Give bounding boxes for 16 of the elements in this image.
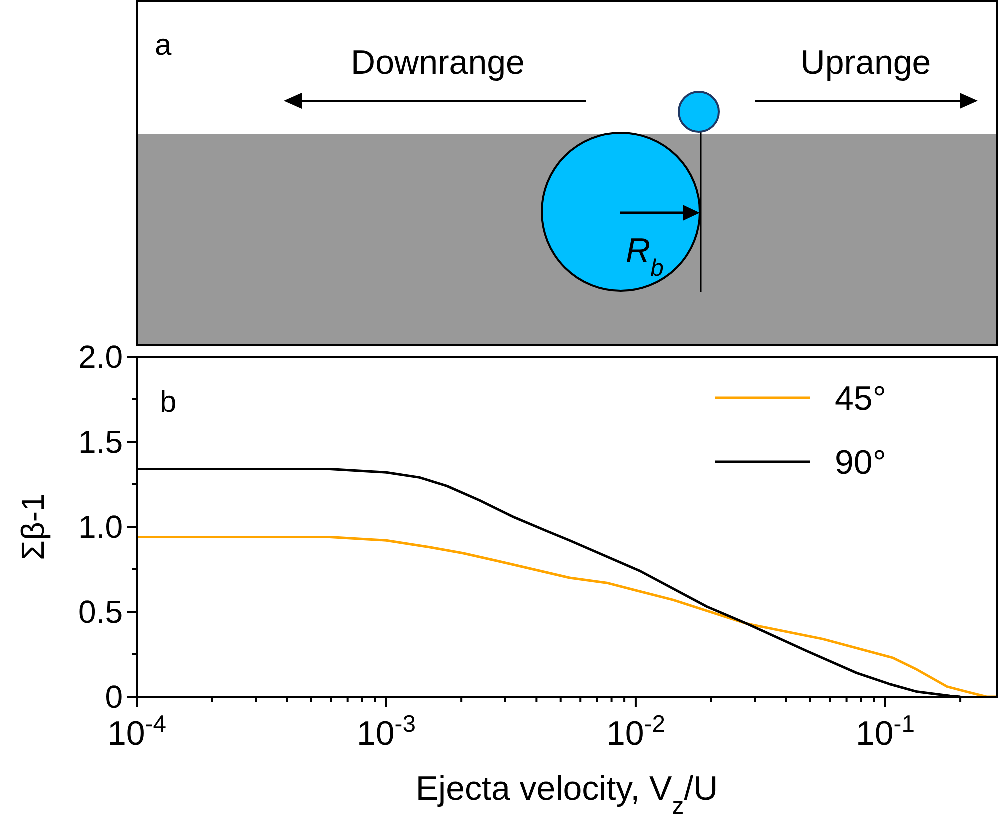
y-tick-label: 0.5	[78, 594, 123, 630]
legend-label: 45°	[835, 380, 886, 418]
x-tick-label: 10$^{-2}$	[606, 710, 666, 753]
text: Downrange	[351, 44, 525, 82]
y-tick-label: 1.0	[78, 509, 123, 545]
legend-label: 90°	[835, 444, 886, 482]
y-tick-label: 1.5	[78, 424, 123, 460]
x-tick-label: 10$^{-3}$	[356, 710, 416, 753]
x-axis-title: Ejecta velocity, V$_{z}$/U	[416, 770, 718, 820]
text: Uprange	[800, 44, 932, 82]
y-tick-label: 2.0	[78, 339, 123, 375]
text: R$_{b}$	[626, 232, 664, 282]
x-tick-label: 10$^{-1}$	[856, 710, 915, 753]
text: b	[160, 386, 177, 419]
text: a	[155, 29, 172, 62]
y-axis-title: Σβ-1	[15, 494, 51, 560]
